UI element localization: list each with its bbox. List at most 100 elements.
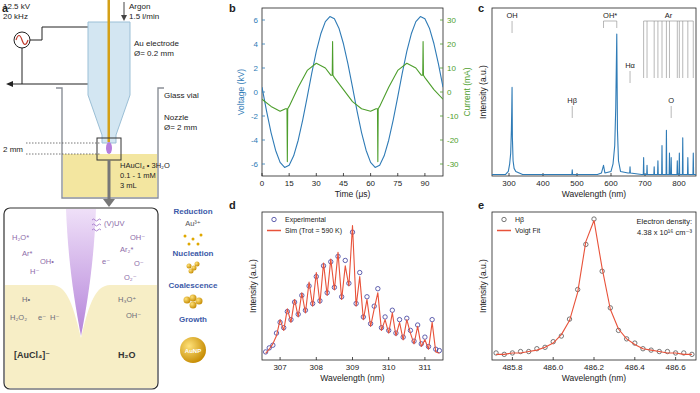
gas-arrow <box>124 2 125 16</box>
panel-label: e <box>478 199 484 211</box>
solvent-label: H₂O <box>118 350 136 360</box>
y2-tick-label: 0 <box>447 88 452 97</box>
annotation-line <box>603 21 604 28</box>
y2-tick <box>440 140 443 141</box>
ion-label: Au³⁺ <box>185 219 201 228</box>
legend-label: Hβ <box>515 216 524 224</box>
plasma-jet <box>106 142 112 154</box>
electrode-label: Ø= 0.2 mm <box>134 49 174 58</box>
y-tick <box>262 20 265 21</box>
data-point <box>343 258 347 262</box>
step-label: Nucleation <box>173 249 214 258</box>
chart: 485.8486.0486.2486.4486.6Wavelength (nm)… <box>478 212 696 383</box>
species-label: O⁻ <box>134 259 144 268</box>
nucleus <box>189 269 194 274</box>
x-tick <box>634 357 635 360</box>
y2-tick-label: -30 <box>447 160 459 169</box>
x-tick <box>594 357 595 360</box>
gap-line <box>26 143 100 144</box>
y2-tick <box>440 116 443 117</box>
gas-label: Argon <box>129 2 150 11</box>
y-tick-label: -2 <box>251 112 259 121</box>
data-line <box>492 34 696 175</box>
species-label: Ar* <box>22 249 33 258</box>
y2-tick <box>440 164 443 165</box>
annotation: 4.38 x 10¹⁶ cm⁻³ <box>637 228 692 237</box>
data-area <box>494 217 694 357</box>
y-tick-label: 4 <box>254 40 259 49</box>
legend-marker <box>497 230 511 232</box>
cluster <box>196 298 203 305</box>
x-tick <box>289 173 290 176</box>
solution-label: HAuCl₄ • 3H₂O <box>120 161 170 170</box>
annotation-line <box>643 21 644 78</box>
electrode-label: Au electrode <box>134 39 179 48</box>
data-point <box>423 335 427 339</box>
data-line <box>496 220 692 354</box>
data-line <box>266 225 440 353</box>
x-tick <box>370 173 371 176</box>
annotation-line <box>630 71 631 83</box>
y-tick <box>262 116 265 117</box>
y2-tick <box>440 68 443 69</box>
annotation-line <box>657 21 658 78</box>
x-tick-label: 45 <box>339 179 348 188</box>
annotation-line <box>654 21 655 78</box>
annotation: Hβ <box>567 96 577 105</box>
annotation: Hα <box>625 61 635 70</box>
step-label: Reduction <box>173 207 212 216</box>
y2-tick <box>440 92 443 93</box>
annotation-line <box>572 106 573 118</box>
annotation-line <box>693 21 694 78</box>
y2-tick-label: 20 <box>447 40 456 49</box>
species-label: H• <box>22 295 30 304</box>
species-label: OH⁻ <box>130 233 145 242</box>
annotation-line <box>512 21 513 33</box>
species-label: OH• <box>40 257 54 266</box>
species-label: H₃O⁺ <box>118 295 136 304</box>
wire <box>22 48 23 84</box>
x-tick-label: 309 <box>346 363 360 372</box>
x-tick-label: 307 <box>273 363 287 372</box>
annotation: Ar <box>665 11 673 20</box>
species-label: e⁻ <box>38 313 46 322</box>
setup-diagram: 12.5 kV20 kHzArgon1.5 l/minAu electrodeØ… <box>3 0 199 207</box>
species-label: e⁻ <box>102 257 110 266</box>
annotation-line <box>687 21 688 78</box>
x-tick-label: 486.2 <box>584 363 605 372</box>
step-label: Coalescence <box>169 281 218 290</box>
x-tick <box>509 173 510 176</box>
species-label: O₂⁻ <box>124 273 137 282</box>
source-label: 20 kHz <box>3 12 28 21</box>
y-tick <box>262 140 265 141</box>
nucleus <box>187 264 192 269</box>
y-axis-title: Intensity (a.u.) <box>478 259 488 313</box>
nozzle-label: Ø= 2 mm <box>164 123 197 132</box>
step-label: Growth <box>179 315 207 324</box>
legend-label: Experimental <box>285 216 326 224</box>
species-label: H⁻ <box>30 267 39 276</box>
y-tick <box>262 164 265 165</box>
ac-source <box>14 32 30 48</box>
x-tick-label: 15 <box>285 179 294 188</box>
x-tick <box>397 173 398 176</box>
y-tick <box>262 68 265 69</box>
x-tick <box>280 357 281 360</box>
y-tick <box>262 44 265 45</box>
au-atom <box>192 238 195 241</box>
annotation-line <box>647 21 648 78</box>
x-tick-label: 486.4 <box>625 363 646 372</box>
annotation: Electron density: <box>637 217 692 226</box>
arrow-head <box>6 81 13 87</box>
x-tick <box>352 357 353 360</box>
y-tick-label: 2 <box>254 64 259 73</box>
au-atom <box>188 243 191 246</box>
figure: abcde12.5 kV20 kHzArgon1.5 l/minAu elect… <box>0 0 700 393</box>
nucleus <box>195 262 200 267</box>
gap-label: 2 mm <box>3 145 23 154</box>
data-area <box>262 17 443 168</box>
data-point <box>358 270 362 274</box>
cluster <box>190 302 197 309</box>
x-tick <box>343 173 344 176</box>
ground-arrow <box>12 83 100 84</box>
